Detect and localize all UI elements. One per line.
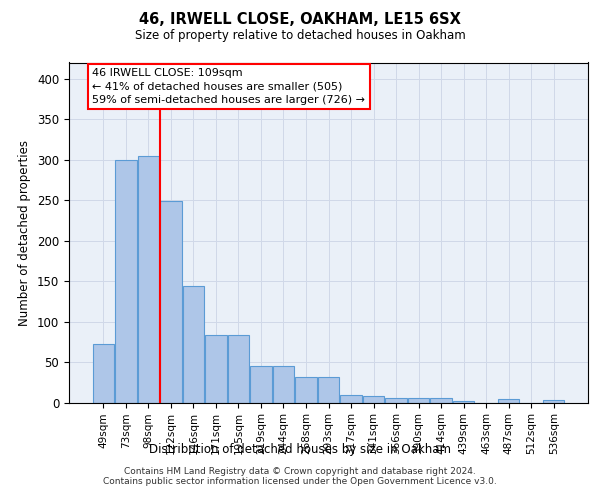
Bar	[115, 160, 137, 402]
Text: 46, IRWELL CLOSE, OAKHAM, LE15 6SX: 46, IRWELL CLOSE, OAKHAM, LE15 6SX	[139, 12, 461, 28]
Bar	[273, 366, 294, 403]
Bar	[363, 396, 384, 402]
Text: Distribution of detached houses by size in Oakham: Distribution of detached houses by size …	[149, 442, 451, 456]
Text: Size of property relative to detached houses in Oakham: Size of property relative to detached ho…	[134, 29, 466, 42]
Bar	[182, 286, 204, 403]
Bar	[160, 201, 182, 402]
Bar	[137, 156, 159, 402]
Bar	[453, 401, 475, 402]
Text: Contains HM Land Registry data © Crown copyright and database right 2024.
Contai: Contains HM Land Registry data © Crown c…	[103, 466, 497, 486]
Bar	[385, 398, 407, 402]
Bar	[318, 376, 339, 402]
Bar	[408, 398, 429, 402]
Bar	[295, 376, 317, 402]
Bar	[205, 336, 227, 402]
Bar	[250, 366, 272, 403]
Bar	[92, 344, 114, 403]
Bar	[498, 400, 520, 402]
Y-axis label: Number of detached properties: Number of detached properties	[19, 140, 31, 326]
Text: 46 IRWELL CLOSE: 109sqm
← 41% of detached houses are smaller (505)
59% of semi-d: 46 IRWELL CLOSE: 109sqm ← 41% of detache…	[92, 68, 365, 104]
Bar	[228, 336, 249, 402]
Bar	[340, 395, 362, 402]
Bar	[543, 400, 565, 402]
Bar	[430, 398, 452, 402]
